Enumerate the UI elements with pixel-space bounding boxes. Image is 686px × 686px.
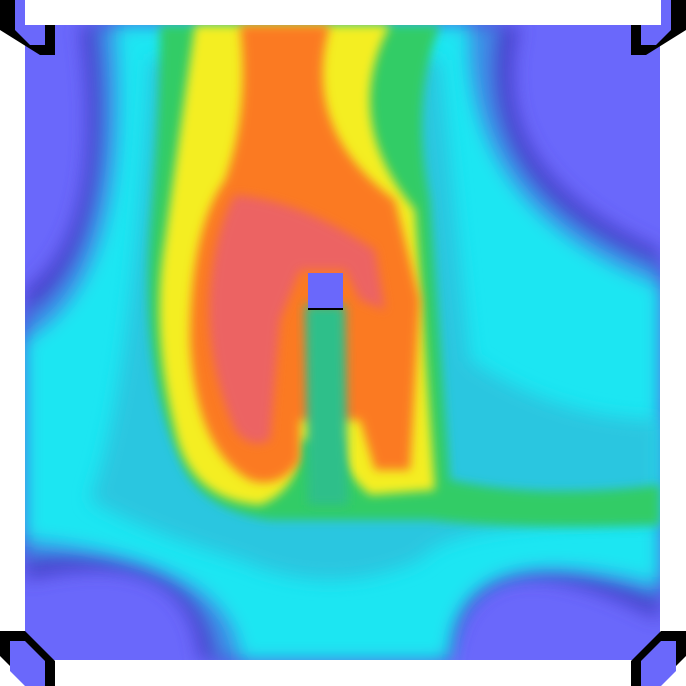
corner-top-left-fill — [15, 0, 45, 45]
red-core — [209, 195, 385, 444]
slot — [305, 305, 348, 505]
corner-bottom-right-fill — [641, 641, 676, 686]
source-block — [308, 273, 343, 308]
corner-bottom-left-fill — [10, 641, 45, 686]
heatmap — [25, 25, 660, 660]
corner-top-right-fill — [641, 0, 671, 45]
